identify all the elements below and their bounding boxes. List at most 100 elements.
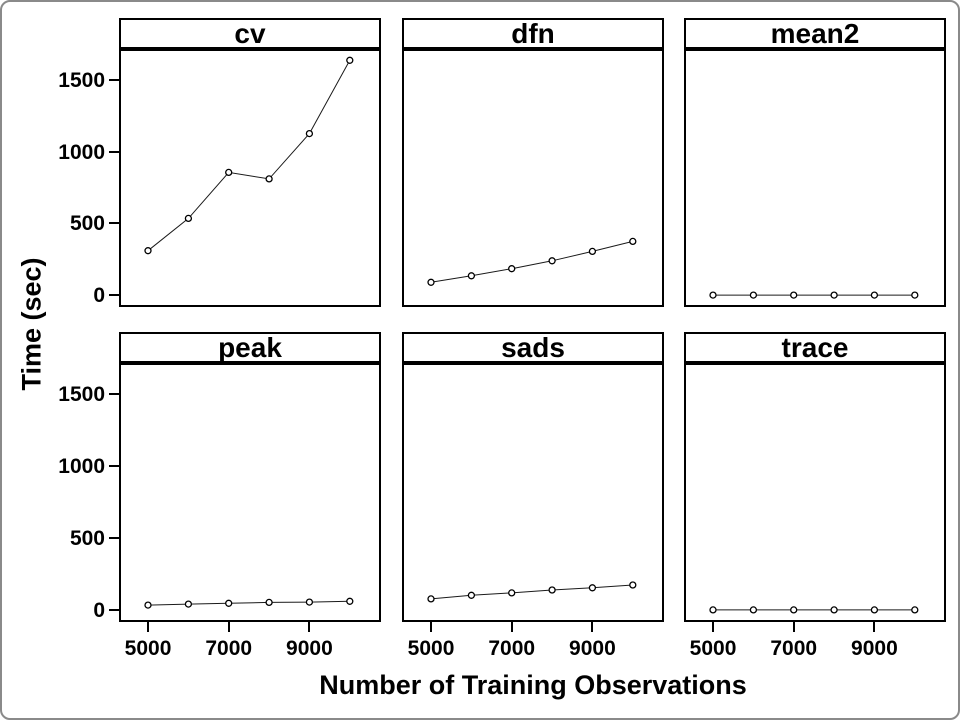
- x-tick-mark: [308, 622, 311, 632]
- y-tick-mark: [109, 294, 119, 297]
- panel-peak: peak: [119, 332, 381, 622]
- y-axis-title: Time (sec): [16, 257, 47, 391]
- panel-title-strip: dfn: [404, 17, 662, 51]
- x-tick-mark: [591, 622, 594, 632]
- data-point-marker: [911, 606, 919, 614]
- panel-title-strip: peak: [121, 331, 379, 365]
- y-tick-mark: [109, 392, 119, 395]
- x-tick-label: 7000: [205, 637, 253, 660]
- x-tick-mark: [227, 622, 230, 632]
- x-tick-mark: [430, 622, 433, 632]
- x-tick-label: 7000: [488, 637, 536, 660]
- panel-title: sads: [501, 331, 565, 363]
- panel-plot-area: [427, 237, 637, 286]
- data-point-marker: [629, 581, 637, 589]
- panel-plot-area: [144, 56, 354, 255]
- panel-title: dfn: [511, 17, 555, 49]
- data-point-marker: [144, 601, 152, 609]
- data-point-marker: [346, 56, 354, 64]
- y-tick-label: 1000: [58, 454, 105, 478]
- panel-mean2: mean2: [684, 18, 946, 307]
- panel-cv: cv: [119, 18, 381, 307]
- data-point-marker: [548, 257, 556, 265]
- panel-trace: trace: [684, 332, 946, 622]
- x-tick-label: 5000: [689, 637, 737, 660]
- x-tick-mark: [510, 622, 513, 632]
- data-point-marker: [427, 278, 435, 286]
- panel-title: mean2: [770, 17, 860, 49]
- y-tick-label: 0: [93, 599, 105, 623]
- x-tick-mark: [792, 622, 795, 632]
- y-tick-label: 1500: [58, 382, 105, 406]
- x-tick-label: 9000: [851, 637, 898, 660]
- panel-title-strip: sads: [404, 331, 662, 365]
- data-point-marker: [467, 591, 476, 599]
- panel-title-strip: mean2: [686, 17, 944, 51]
- data-point-marker: [749, 606, 758, 614]
- data-point-marker: [144, 247, 152, 255]
- data-line: [147, 600, 350, 606]
- panel-plot-area: [144, 597, 354, 609]
- panel-title: trace: [781, 331, 849, 363]
- x-tick-mark: [873, 622, 876, 632]
- y-tick-label: 0: [93, 284, 105, 308]
- data-point-marker: [184, 214, 193, 223]
- x-tick-label: 9000: [286, 637, 333, 660]
- data-point-marker: [467, 272, 476, 280]
- data-point-marker: [305, 129, 314, 138]
- x-axis-title: Number of Training Observations: [319, 670, 747, 700]
- x-tick-label: 9000: [569, 637, 616, 660]
- panel-title: cv: [234, 17, 266, 49]
- data-point-marker: [830, 606, 838, 614]
- y-tick-mark: [109, 537, 119, 540]
- data-point-marker: [911, 291, 919, 299]
- panel-plot-area: [709, 291, 919, 299]
- panel-dfn: dfn: [402, 18, 664, 307]
- y-tick-mark: [109, 78, 119, 81]
- x-tick-mark: [712, 622, 715, 632]
- data-point-marker: [588, 247, 597, 256]
- data-point-marker: [427, 595, 435, 603]
- panel-title-strip: cv: [121, 17, 379, 51]
- data-point-marker: [749, 291, 758, 299]
- panel-plot-area: [427, 581, 637, 603]
- data-point-marker: [265, 598, 273, 607]
- data-point-marker: [184, 600, 193, 608]
- data-point-marker: [790, 606, 798, 614]
- data-point-marker: [830, 291, 838, 299]
- data-point-marker: [588, 584, 597, 592]
- y-tick-label: 1500: [58, 68, 105, 92]
- panel-sads: sads: [402, 332, 664, 622]
- data-line: [430, 584, 633, 600]
- data-point-marker: [305, 598, 314, 606]
- data-point-marker: [790, 291, 798, 299]
- y-tick-label: 1000: [58, 140, 105, 164]
- data-point-marker: [225, 599, 233, 607]
- data-point-marker: [870, 606, 879, 614]
- panel-title: peak: [218, 331, 282, 363]
- data-point-marker: [225, 168, 233, 177]
- data-point-marker: [629, 237, 637, 246]
- x-tick-label: 5000: [124, 637, 172, 660]
- data-point-marker: [709, 291, 717, 299]
- panel-plot-area: [709, 606, 919, 614]
- data-point-marker: [548, 586, 556, 594]
- data-line: [430, 240, 633, 283]
- x-tick-label: 7000: [770, 637, 818, 660]
- y-tick-label: 500: [69, 212, 105, 236]
- x-tick-mark: [147, 622, 150, 632]
- y-tick-mark: [109, 464, 119, 467]
- data-point-marker: [265, 175, 273, 183]
- data-point-marker: [346, 597, 354, 605]
- y-tick-mark: [109, 150, 119, 153]
- y-tick-label: 500: [69, 527, 105, 551]
- data-point-marker: [508, 265, 516, 273]
- panel-title-strip: trace: [686, 331, 944, 365]
- y-tick-mark: [109, 222, 119, 225]
- y-tick-mark: [109, 609, 119, 612]
- data-point-marker: [508, 589, 516, 597]
- data-line: [147, 60, 351, 252]
- x-tick-label: 5000: [407, 637, 455, 660]
- data-point-marker: [870, 291, 879, 299]
